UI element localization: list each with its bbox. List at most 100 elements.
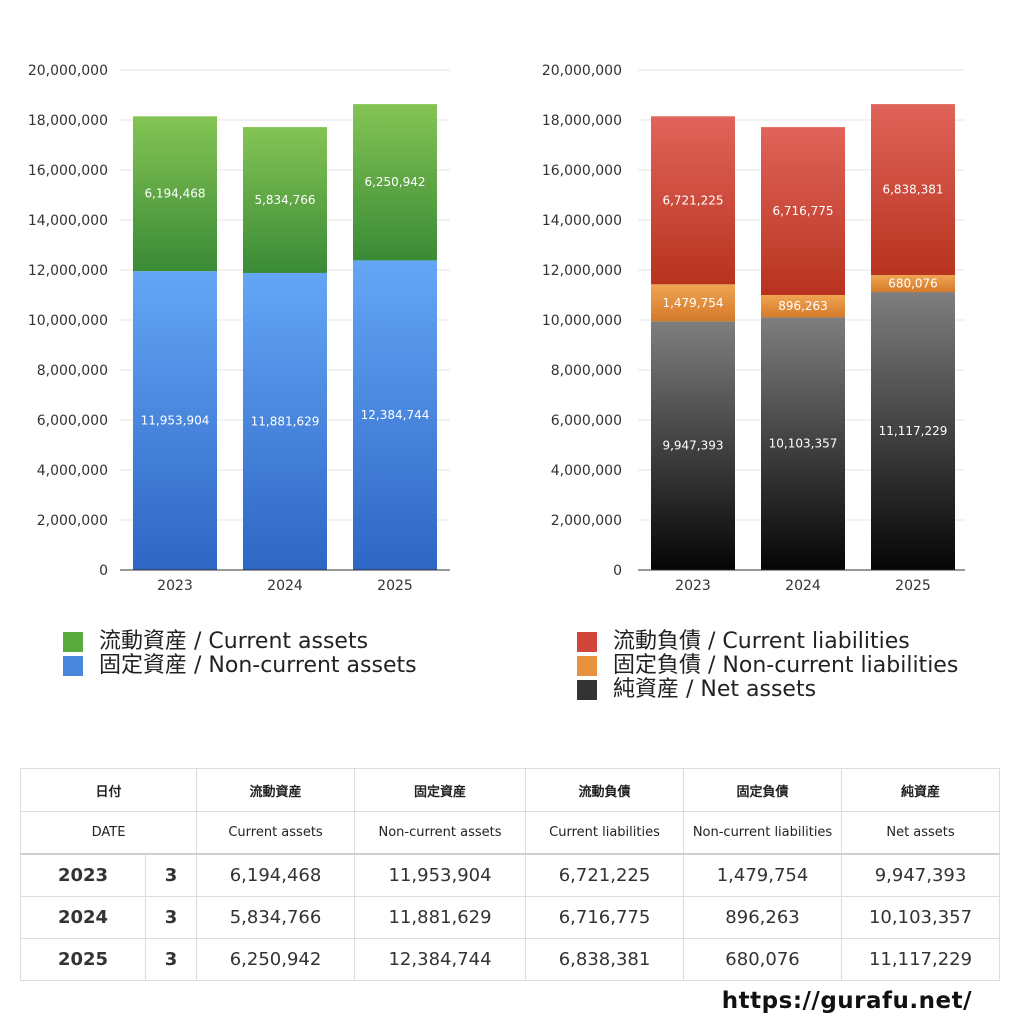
y-tick-label: 4,000,000 (37, 463, 108, 479)
cell-non-current-assets: 11,881,629 (354, 896, 527, 939)
header-non-current-assets-jp: 固定資産 (354, 768, 527, 812)
bar-non-current-assets-2025 (353, 260, 437, 570)
cell-current-assets: 5,834,766 (196, 896, 356, 939)
data-label-current-assets-2024: 5,834,766 (254, 193, 315, 207)
header-current-liabilities-jp: 流動負債 (525, 768, 685, 812)
header-net-assets-jp: 純資産 (841, 768, 1001, 812)
legend-label-non-current-assets: 固定資産 / Non-current assets (99, 653, 417, 678)
cell-net-assets: 10,103,357 (841, 896, 1001, 939)
x-tick-label: 2025 (895, 578, 931, 594)
x-tick-label: 2024 (785, 578, 821, 594)
table-header-en: DATE Current assets Non-current assets C… (19, 811, 1001, 855)
legend-item-net-assets: 純資産 / Net assets (577, 678, 958, 702)
cell-current-liabilities: 6,716,775 (525, 896, 685, 939)
cell-non-current-liabilities: 896,263 (683, 896, 843, 939)
data-label-non-current-assets-2024: 11,881,629 (251, 414, 320, 428)
y-tick-label: 16,000,000 (542, 163, 622, 179)
y-tick-label: 6,000,000 (551, 413, 622, 429)
header-date-en: DATE (19, 811, 198, 855)
data-label-non-current-assets-2023: 11,953,904 (141, 414, 210, 428)
legend-label-non-current-liabilities: 固定負債 / Non-current liabilities (613, 653, 959, 678)
bar-net-assets-2024 (761, 317, 845, 570)
cell-non-current-liabilities: 1,479,754 (683, 853, 843, 897)
legend-swatch-net-assets (577, 680, 597, 700)
cell-current-liabilities: 6,721,225 (525, 853, 685, 897)
header-current-assets-jp: 流動資産 (196, 768, 356, 812)
data-label-net-assets-2024: 10,103,357 (769, 437, 838, 451)
y-tick-label: 8,000,000 (37, 363, 108, 379)
cell-net-assets: 9,947,393 (841, 853, 1001, 897)
x-tick-label: 2024 (267, 578, 303, 594)
bar-non-current-liabilities-2024 (761, 295, 845, 318)
cell-month: 3 (144, 853, 198, 897)
y-tick-label: 14,000,000 (542, 213, 622, 229)
table-header-jp: 日付 流動資産 固定資産 流動負債 固定負債 純資産 (19, 768, 1001, 812)
cell-month: 3 (144, 938, 198, 981)
y-tick-label: 18,000,000 (28, 113, 108, 129)
y-tick-label: 14,000,000 (28, 213, 108, 229)
cell-current-assets: 6,250,942 (196, 938, 356, 981)
header-date-jp: 日付 (19, 768, 198, 812)
cell-non-current-liabilities: 680,076 (683, 938, 843, 981)
header-current-assets-en: Current assets (196, 811, 356, 855)
legend-label-current-liabilities: 流動負債 / Current liabilities (613, 629, 910, 654)
cell-non-current-assets: 11,953,904 (354, 853, 527, 897)
legend-label-current-assets: 流動資産 / Current assets (99, 629, 369, 654)
y-tick-label: 10,000,000 (542, 313, 622, 329)
table-row: 2024 3 5,834,766 11,881,629 6,716,775 89… (20, 896, 1001, 939)
bar-non-current-liabilities-2023 (651, 284, 735, 322)
y-tick-label: 0 (99, 563, 108, 579)
y-tick-label: 20,000,000 (28, 63, 108, 79)
bar-non-current-liabilities-2025 (871, 275, 955, 293)
data-label-non-current-liabilities-2024: 896,263 (778, 299, 828, 313)
y-tick-label: 20,000,000 (542, 63, 622, 79)
y-tick-label: 16,000,000 (28, 163, 108, 179)
cell-year: 2024 (20, 896, 146, 939)
y-tick-label: 2,000,000 (551, 513, 622, 529)
y-tick-label: 12,000,000 (542, 263, 622, 279)
bar-current-assets-2025 (353, 104, 437, 261)
header-non-current-liabilities-en: Non-current liabilities (683, 811, 843, 855)
header-net-assets-en: Net assets (841, 811, 1001, 855)
cell-net-assets: 11,117,229 (841, 938, 1001, 981)
charts-canvas: 0 2,000,000 4,000,000 6,000,000 8,000,000 10,… (28, 63, 965, 594)
y-tick-label: 12,000,000 (28, 263, 108, 279)
data-label-current-liabilities-2023: 6,721,225 (662, 193, 723, 207)
data-label-current-liabilities-2025: 6,838,381 (882, 183, 943, 197)
liabilities-net-assets-chart: 0 2,000,000 4,000,000 6,000,000 8,000,000 10,… (542, 63, 965, 594)
assets-legend: 流動資産 / Current assets 固定資産 / Non-current… (63, 630, 417, 678)
y-tick-label: 2,000,000 (37, 513, 108, 529)
y-tick-label: 18,000,000 (542, 113, 622, 129)
cell-non-current-assets: 12,384,744 (354, 938, 527, 981)
legend-item-current-assets: 流動資産 / Current assets (63, 630, 417, 654)
bar-current-liabilities-2024 (761, 127, 845, 296)
bar-non-current-assets-2024 (243, 272, 327, 570)
bar-current-assets-2024 (243, 127, 327, 273)
bar-non-current-assets-2023 (133, 271, 217, 570)
table-row: 2025 3 6,250,942 12,384,744 6,838,381 68… (20, 938, 1001, 981)
cell-year: 2023 (20, 853, 146, 897)
cell-year: 2025 (20, 938, 146, 981)
data-label-net-assets-2023: 9,947,393 (662, 439, 723, 453)
y-tick-label: 0 (613, 563, 622, 579)
bar-current-liabilities-2025 (871, 104, 955, 276)
data-label-non-current-liabilities-2023: 1,479,754 (662, 296, 723, 310)
y-tick-label: 10,000,000 (28, 313, 108, 329)
header-non-current-assets-en: Non-current assets (354, 811, 527, 855)
bar-current-assets-2023 (133, 116, 217, 272)
x-tick-label: 2025 (377, 578, 413, 594)
bar-net-assets-2023 (651, 321, 735, 570)
cell-current-assets: 6,194,468 (196, 853, 356, 897)
data-label-current-assets-2023: 6,194,468 (144, 187, 205, 201)
x-tick-label: 2023 (157, 578, 193, 594)
data-label-non-current-assets-2025: 12,384,744 (361, 408, 430, 422)
y-tick-label: 6,000,000 (37, 413, 108, 429)
assets-chart: 0 2,000,000 4,000,000 6,000,000 8,000,000 10,… (28, 63, 450, 594)
footer-url[interactable]: https://gurafu.net/ (721, 988, 972, 1014)
legend-swatch-non-current-liabilities (577, 656, 597, 676)
legend-swatch-current-assets (63, 632, 83, 652)
legend-item-current-liabilities: 流動負債 / Current liabilities (577, 630, 958, 654)
y-tick-label: 8,000,000 (551, 363, 622, 379)
legend-item-non-current-assets: 固定資産 / Non-current assets (63, 654, 417, 678)
bar-current-liabilities-2023 (651, 116, 735, 285)
